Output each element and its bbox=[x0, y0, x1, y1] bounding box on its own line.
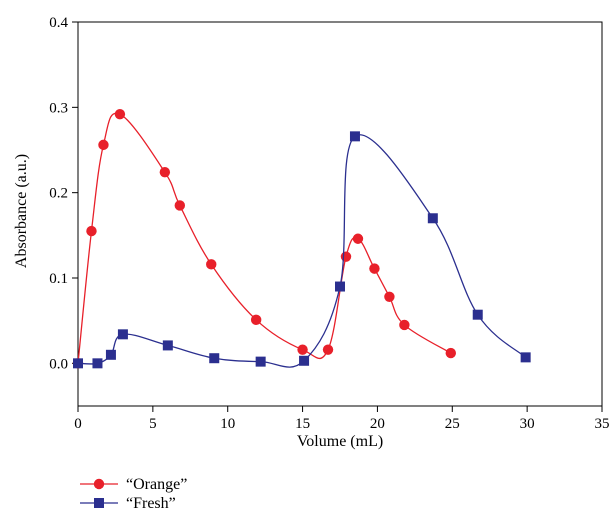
legend-label: “Orange” bbox=[126, 476, 187, 493]
legend-marker bbox=[93, 478, 105, 490]
y-tick-label: 0.2 bbox=[49, 186, 68, 202]
data-point bbox=[255, 356, 266, 367]
series-1 bbox=[73, 131, 531, 369]
series-0 bbox=[72, 108, 456, 369]
data-point bbox=[206, 259, 217, 270]
data-point bbox=[299, 355, 310, 366]
data-point bbox=[472, 309, 483, 320]
data-point bbox=[209, 353, 220, 364]
series-line bbox=[77, 112, 452, 364]
data-point bbox=[399, 319, 410, 331]
y-tick-label: 0.4 bbox=[49, 15, 68, 31]
data-point bbox=[352, 233, 364, 244]
x-tick-label: 20 bbox=[370, 416, 385, 432]
data-point bbox=[105, 349, 116, 360]
legend-item: “Fresh” bbox=[80, 495, 176, 512]
x-tick-label: 5 bbox=[149, 416, 157, 432]
legend-marker bbox=[94, 498, 104, 508]
data-point bbox=[174, 200, 186, 211]
data-point bbox=[520, 352, 531, 363]
data-point bbox=[98, 139, 109, 151]
data-point bbox=[297, 344, 308, 355]
x-axis-title: Volume (mL) bbox=[297, 433, 383, 450]
axes: 0 5 10 15 20 25 30 35 0.0 0.1 0.2 0.3 0.4 bbox=[49, 15, 609, 432]
x-tick-label: 10 bbox=[220, 416, 235, 432]
x-tick-label: 25 bbox=[445, 416, 460, 432]
data-point bbox=[445, 347, 456, 359]
data-point bbox=[335, 281, 345, 292]
plot-frame bbox=[77, 21, 603, 407]
legend-item: “Orange” bbox=[80, 476, 187, 493]
data-point bbox=[340, 251, 352, 262]
legend-label: “Fresh” bbox=[126, 495, 176, 512]
x-tick-label: 35 bbox=[595, 416, 610, 432]
data-point bbox=[86, 225, 97, 237]
y-tick-label: 0.1 bbox=[49, 271, 68, 287]
data-point bbox=[114, 108, 126, 120]
y-tick-label: 0.0 bbox=[49, 356, 68, 372]
data-point bbox=[73, 358, 83, 369]
data-point bbox=[427, 213, 438, 224]
x-tick-label: 0 bbox=[74, 416, 82, 432]
data-point bbox=[384, 291, 395, 302]
series-layer bbox=[72, 108, 531, 369]
y-axis-title: Absorbance (a.u.) bbox=[13, 154, 30, 268]
data-point bbox=[159, 166, 171, 178]
data-point bbox=[322, 344, 334, 355]
x-tick-label: 15 bbox=[295, 416, 310, 432]
series-line bbox=[77, 134, 527, 368]
data-point bbox=[92, 358, 103, 369]
data-point bbox=[369, 263, 380, 274]
data-point bbox=[162, 340, 173, 351]
legend: “Orange” “Fresh” bbox=[80, 476, 187, 512]
data-point bbox=[250, 314, 262, 326]
data-point bbox=[349, 131, 360, 142]
data-point bbox=[117, 329, 128, 340]
x-tick-label: 30 bbox=[520, 416, 535, 432]
y-tick-label: 0.3 bbox=[49, 100, 68, 116]
